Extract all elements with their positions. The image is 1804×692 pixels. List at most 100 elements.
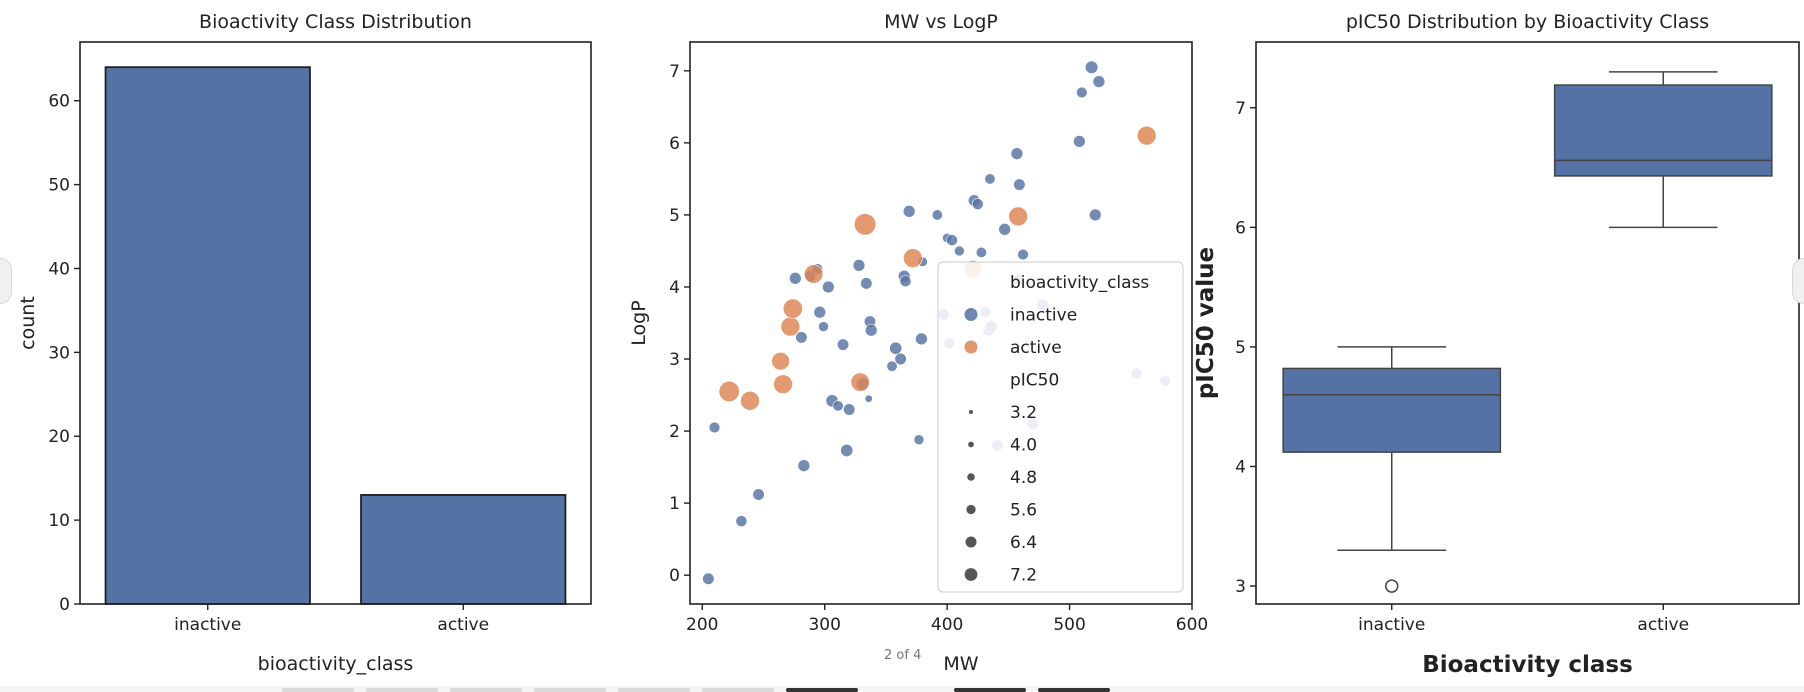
scatter-point-inactive (752, 488, 765, 501)
scatter-point-inactive (902, 205, 916, 218)
bar-y-axis-label: count (17, 296, 39, 350)
scatter-xtick-label: 600 (1176, 615, 1208, 635)
scatter-xtick-label: 200 (686, 615, 718, 635)
scatter-point-inactive (708, 421, 721, 434)
legend-size-marker (964, 568, 978, 581)
legend-size-label: 4.8 (1010, 468, 1037, 488)
toolbar-button[interactable] (786, 688, 858, 692)
legend-size-label: 6.4 (1010, 533, 1037, 553)
scatter-point-inactive (818, 321, 829, 332)
scatter-ytick-label: 7 (669, 62, 680, 82)
box-ytick-label: 3 (1235, 577, 1246, 597)
scatter-point-inactive (795, 331, 808, 344)
scatter-point-inactive (1076, 86, 1088, 99)
bar-ytick-label: 0 (59, 595, 70, 615)
legend-marker-active (964, 340, 978, 354)
scatter-point-inactive (954, 245, 965, 257)
scatter-point-inactive (946, 234, 958, 247)
scatter-point-active (771, 351, 790, 371)
scatter-point-active (903, 248, 923, 268)
toolbar-button[interactable] (450, 688, 522, 692)
scatter-point-active (780, 316, 801, 337)
box-xtick-label: active (1637, 615, 1689, 635)
bar-ytick-label: 40 (48, 259, 70, 279)
scatter-ytick-label: 3 (669, 350, 680, 370)
bar-chart-title: Bioactivity Class Distribution (199, 11, 472, 33)
box-ytick-label: 7 (1235, 99, 1246, 119)
bar-inactive (104, 66, 311, 605)
scatter-point-active (718, 380, 740, 402)
scatter-point-active (782, 298, 803, 319)
scatter-point-inactive (1073, 135, 1086, 148)
legend-size-label: 3.2 (1010, 403, 1037, 423)
scatter-point-inactive (797, 459, 811, 472)
scatter-point-active (1008, 206, 1028, 227)
bar-x-axis-label: bioactivity_class (258, 653, 414, 675)
box-iqr-active (1553, 84, 1773, 177)
scatter-point-inactive (1092, 75, 1106, 88)
legend-size-marker (969, 410, 973, 414)
bar-xtick-label: inactive (174, 615, 241, 635)
toolbar-button[interactable] (534, 688, 606, 692)
scatter-point-inactive (1013, 178, 1026, 191)
box-axes-frame (1255, 41, 1800, 605)
box-chart-title: pIC50 Distribution by Bioactivity Class (1346, 11, 1709, 33)
toolbar-button[interactable] (702, 688, 774, 692)
box-outlier-inactive (1385, 579, 1399, 593)
legend-size-label: 7.2 (1010, 566, 1037, 586)
legend-label-inactive: inactive (1010, 306, 1077, 326)
scatter-x-axis-label: MW (943, 653, 978, 675)
scatter-axes-frame (689, 41, 1193, 605)
scatter-ytick-label: 0 (669, 566, 680, 586)
scatter-point-inactive (1010, 147, 1024, 160)
scatter-xtick-label: 400 (931, 615, 963, 635)
legend-size-marker (965, 536, 977, 548)
box-ytick-label: 5 (1235, 338, 1246, 358)
scatter-point-inactive (843, 403, 856, 416)
box-ytick-label: 6 (1235, 218, 1246, 238)
box-xtick-label: inactive (1358, 615, 1425, 635)
scatter-point-active (740, 391, 760, 411)
scatter-point-active (1136, 125, 1157, 146)
toolbar-button[interactable] (618, 688, 690, 692)
scatter-point-inactive (899, 275, 912, 288)
scatter-point-inactive (822, 280, 835, 294)
viewer-toolbar (0, 686, 1804, 692)
legend-hue-title: bioactivity_class (1010, 273, 1149, 293)
toolbar-button[interactable] (366, 688, 438, 692)
scatter-point-inactive (789, 272, 802, 285)
legend-size-label: 4.0 (1010, 436, 1037, 456)
scatter-point-inactive (998, 223, 1011, 236)
scatter-ytick-label: 2 (669, 422, 680, 442)
legend-size-label: 5.6 (1010, 501, 1037, 521)
scatter-point-inactive (864, 394, 873, 403)
legend-size-marker (966, 504, 976, 515)
scatter-point-inactive (1017, 248, 1029, 261)
legend-marker-inactive (964, 308, 978, 321)
toolbar-button[interactable] (1038, 688, 1110, 692)
next-page-arrow-icon[interactable] (1792, 258, 1804, 304)
toolbar-button[interactable] (282, 688, 354, 692)
scatter-xtick-label: 300 (808, 615, 840, 635)
scatter-point-inactive (915, 332, 928, 346)
scatter-xtick-label: 500 (1053, 615, 1085, 635)
toolbar-button[interactable] (954, 688, 1026, 692)
bar-active (360, 494, 567, 605)
scatter-point-inactive (852, 259, 866, 272)
scatter-point-inactive (735, 515, 748, 528)
bar-ytick-label: 30 (48, 343, 70, 363)
box-iqr-inactive (1282, 367, 1502, 453)
scatter-point-inactive (1089, 208, 1102, 222)
scatter-point-inactive (894, 352, 907, 366)
previous-page-arrow-icon[interactable] (0, 258, 12, 304)
scatter-point-inactive (889, 341, 903, 355)
scatter-point-inactive (813, 305, 827, 319)
legend-size-marker (967, 473, 975, 481)
legend-size-title: pIC50 (1010, 371, 1059, 391)
bar-ytick-label: 60 (48, 92, 70, 112)
scatter-ytick-label: 6 (669, 134, 680, 154)
scatter-point-inactive (913, 434, 925, 446)
legend-size-marker (968, 441, 974, 448)
scatter-point-inactive (832, 400, 844, 412)
